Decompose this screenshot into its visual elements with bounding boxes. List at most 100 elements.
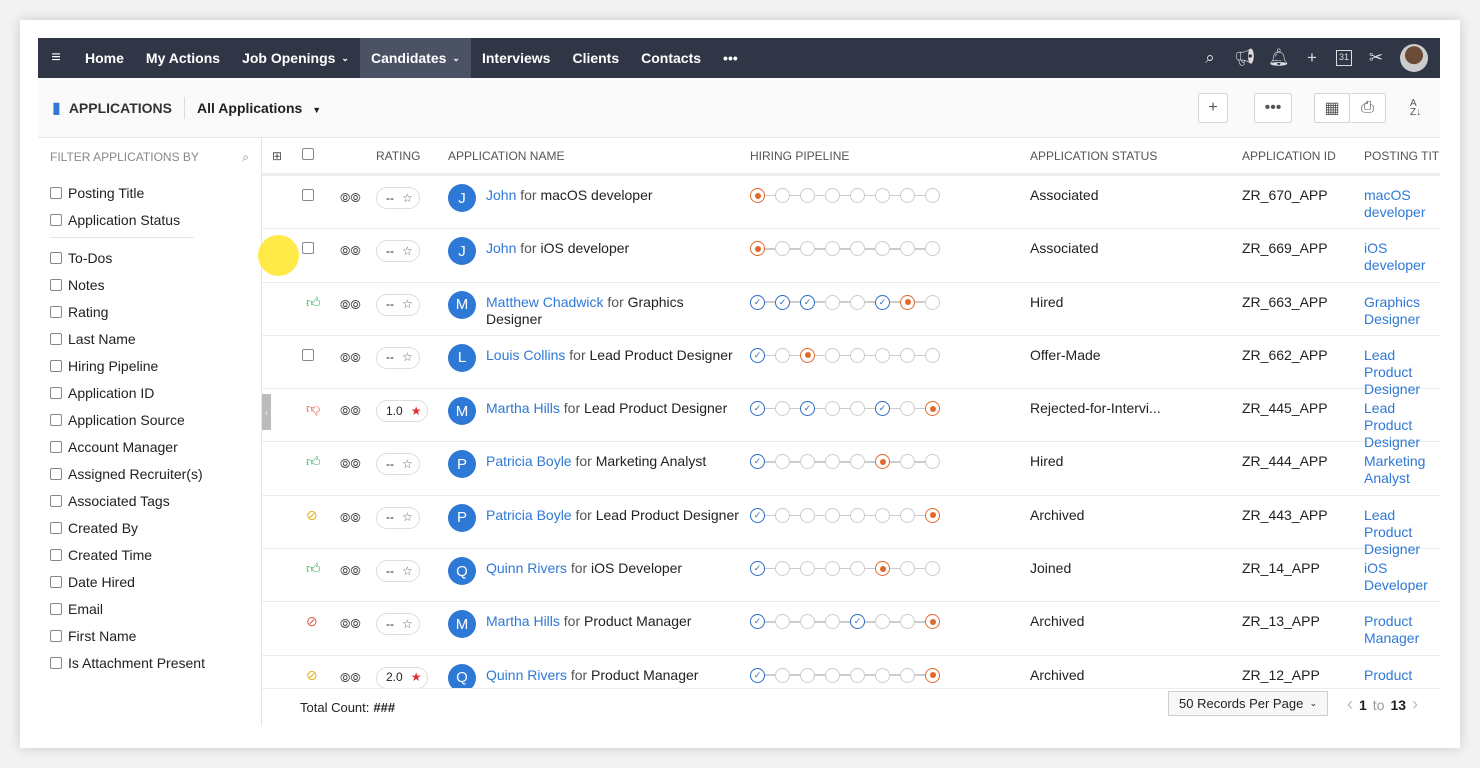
pipeline-stage[interactable] xyxy=(900,401,915,417)
pipeline-stage[interactable] xyxy=(925,454,940,470)
thumbs-up-icon[interactable]: 👍︎ xyxy=(306,453,321,470)
ban-icon[interactable]: ⊘ xyxy=(306,666,318,683)
posting-title-link[interactable]: Marketing Analyst xyxy=(1364,453,1426,487)
posting-title-link[interactable]: Lead Product Designer xyxy=(1364,346,1421,397)
pipeline-stage[interactable] xyxy=(825,188,840,203)
table-row[interactable]: ⊘ ⦾⦾ -- ☆ P Patricia Boyle for Lead Product D… xyxy=(262,496,1440,557)
filter-option[interactable]: Rating xyxy=(50,298,249,325)
pipeline-stage[interactable] xyxy=(925,614,940,630)
pipeline-stage[interactable]: ✓ xyxy=(750,347,765,363)
candidate-link[interactable]: Martha Hills xyxy=(486,613,560,630)
pipeline-stage[interactable] xyxy=(850,667,865,683)
pipeline-stage[interactable] xyxy=(775,561,790,577)
filter-option[interactable]: To-Dos xyxy=(50,244,249,271)
table-row[interactable]: 👍︎ ⦾⦾ -- ☆ M Matthew Chadwick for Graphics De… xyxy=(262,283,1440,336)
col-name[interactable]: APPLICATION NAME xyxy=(448,148,565,163)
pipeline-stage[interactable] xyxy=(800,561,815,577)
col-status[interactable]: APPLICATION STATUS xyxy=(1030,148,1158,163)
rating-pill[interactable]: -- ☆ xyxy=(376,613,420,636)
rating-pill[interactable]: -- ☆ xyxy=(376,506,420,529)
prev-page-icon[interactable]: ‹ xyxy=(1347,694,1353,714)
pipeline-stage[interactable] xyxy=(800,241,815,257)
pipeline-stage[interactable]: ✓ xyxy=(750,294,765,310)
filter-checkbox[interactable] xyxy=(50,575,62,588)
pipeline-stage[interactable] xyxy=(925,561,940,577)
pipeline-stage[interactable] xyxy=(825,454,840,470)
candidate-link[interactable]: John xyxy=(486,187,517,203)
thumbs-up-icon[interactable]: 👍︎ xyxy=(306,293,321,310)
pipeline-stage[interactable] xyxy=(825,401,840,417)
pipeline-stage[interactable] xyxy=(875,454,890,470)
table-row[interactable]: ⦾⦾ -- ☆ L Louis Collins for Lead Product Des… xyxy=(262,336,1440,397)
candidate-link[interactable]: Martha Hills xyxy=(486,400,560,417)
megaphone-icon[interactable]: 📢︎ xyxy=(1234,48,1256,67)
pipeline-stage[interactable] xyxy=(775,401,790,417)
pipeline-stage[interactable] xyxy=(800,507,815,523)
next-page-icon[interactable]: › xyxy=(1412,694,1419,714)
pipeline-stage[interactable] xyxy=(900,561,915,577)
pipeline-stage[interactable]: ✓ xyxy=(750,614,765,630)
pipeline-stage[interactable] xyxy=(850,454,865,470)
pipeline-stage[interactable] xyxy=(875,347,890,363)
pipeline-stage[interactable]: ✓ xyxy=(875,401,890,417)
view-selector[interactable]: All Applications ▼ xyxy=(197,99,322,116)
filter-checkbox[interactable] xyxy=(50,332,62,345)
rating-pill[interactable]: -- ☆ xyxy=(376,453,420,476)
pipeline-stage[interactable] xyxy=(800,454,815,470)
col-rating[interactable]: RATING xyxy=(376,148,421,163)
pipeline-stage[interactable] xyxy=(800,667,815,683)
pipeline-stage[interactable] xyxy=(900,454,915,470)
filter-option[interactable]: Date Hired xyxy=(50,568,249,595)
table-row[interactable]: ⊘ ⦾⦾ 2.0 ★ Q Quinn Rivers for Product Manager… xyxy=(262,656,1440,688)
bell-icon[interactable]: 🔔︎ xyxy=(1268,48,1290,67)
collapse-sidebar-handle[interactable]: ‹ xyxy=(262,394,271,430)
add-button[interactable]: + xyxy=(1198,92,1228,123)
filter-checkbox[interactable] xyxy=(50,305,62,318)
filter-checkbox[interactable] xyxy=(50,548,62,561)
pipeline-stage[interactable] xyxy=(850,347,865,363)
filter-checkbox[interactable] xyxy=(50,521,62,534)
pipeline-stage[interactable] xyxy=(775,241,790,257)
filter-option[interactable]: Account Manager xyxy=(50,433,249,460)
candidate-link[interactable]: Matthew Chadwick xyxy=(486,293,604,310)
rating-pill[interactable]: -- ☆ xyxy=(376,240,420,263)
filter-checkbox[interactable] xyxy=(50,213,62,226)
binoculars-icon[interactable]: ⦾⦾ xyxy=(340,456,361,472)
table-row[interactable]: ⊘ ⦾⦾ -- ☆ M Martha Hills for Product Manager ✓… xyxy=(262,602,1440,656)
plus-icon[interactable]: + xyxy=(1307,48,1317,67)
posting-title-link[interactable]: iOS developer xyxy=(1364,240,1426,274)
binoculars-icon[interactable]: ⦾⦾ xyxy=(340,296,361,312)
pipeline-stage[interactable] xyxy=(875,241,890,257)
filter-checkbox[interactable] xyxy=(50,494,62,507)
pipeline-stage[interactable] xyxy=(850,561,865,577)
pipeline-stage[interactable] xyxy=(825,667,840,683)
pipeline-stage[interactable] xyxy=(850,507,865,523)
pipeline-stage[interactable] xyxy=(875,561,890,577)
nav-item[interactable]: Clients xyxy=(561,38,630,78)
filter-checkbox[interactable] xyxy=(50,251,62,264)
pipeline-stage[interactable]: ✓ xyxy=(750,561,765,577)
row-checkbox[interactable] xyxy=(302,348,314,361)
table-row[interactable]: ⦾⦾ -- ☆ J John for iOS developer Associated ZR… xyxy=(262,229,1440,283)
nav-item[interactable]: Home xyxy=(74,38,135,78)
pipeline-stage[interactable]: ✓ xyxy=(750,507,765,523)
pipeline-stage[interactable] xyxy=(925,401,940,417)
pipeline-stage[interactable]: ✓ xyxy=(875,294,890,310)
pipeline-stage[interactable] xyxy=(875,614,890,630)
posting-title-link[interactable]: Graphics Designer xyxy=(1364,293,1421,327)
candidate-link[interactable]: Patricia Boyle xyxy=(486,506,572,523)
pipeline-stage[interactable] xyxy=(900,667,915,683)
filter-option[interactable]: Associated Tags xyxy=(50,487,249,514)
row-checkbox[interactable] xyxy=(302,189,314,201)
pipeline-stage[interactable] xyxy=(925,507,940,523)
candidate-link[interactable]: Patricia Boyle xyxy=(486,453,572,470)
pipeline-stage[interactable] xyxy=(900,507,915,523)
records-per-page-select[interactable]: 50 Records Per Page ⌄ xyxy=(1168,691,1328,716)
pipeline-stage[interactable] xyxy=(850,241,865,257)
nav-item[interactable]: My Actions xyxy=(135,38,231,78)
pipeline-stage[interactable] xyxy=(775,667,790,683)
thumbs-down-icon[interactable]: 👎︎ xyxy=(306,400,321,417)
posting-title-link[interactable]: Lead Product Designer xyxy=(1364,400,1421,451)
pipeline-stage[interactable] xyxy=(850,401,865,417)
filter-option[interactable]: Posting Title xyxy=(50,179,249,206)
